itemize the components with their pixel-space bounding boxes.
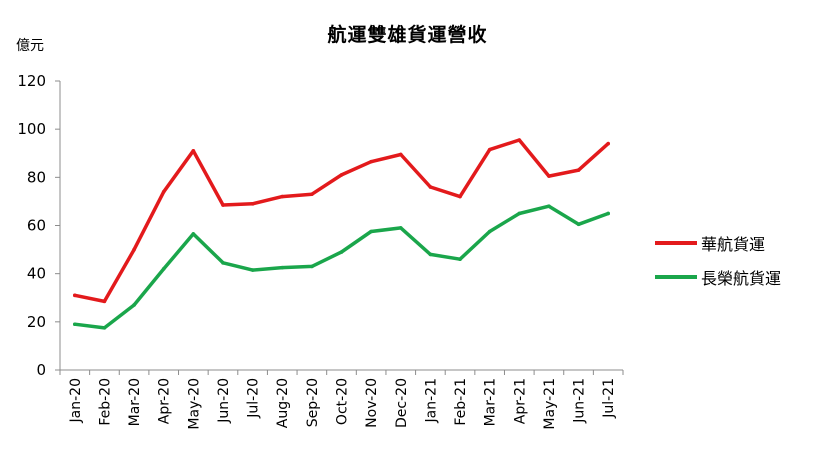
y-tick-label: 40 [27,265,46,283]
series-2-point [458,257,462,262]
series-2-point [221,261,225,265]
series-2-point [487,229,492,234]
series-2-point [250,268,255,272]
series-2-point [576,222,581,227]
series-2-point [132,303,136,307]
x-tick-label: Oct-20 [335,378,351,425]
series-1-point [458,194,462,199]
x-tick-label: Mar-20 [127,378,143,426]
x-tick-label: Jul-21 [601,378,617,419]
x-tick-label: Dec-20 [394,378,410,428]
series-1-point [310,192,314,196]
series-2-point [606,211,610,216]
series-2-point [73,322,77,327]
x-tick-label: Feb-21 [453,378,469,426]
chart-title: 航運雙雄貨運營收 [327,24,488,46]
series-2-point [369,229,373,234]
x-tick-label: May-20 [186,378,202,430]
y-tick-label: 60 [27,217,46,235]
series-2-point [339,250,344,254]
x-tick-label: Jul-20 [246,378,262,419]
y-tick-label: 80 [27,168,46,186]
series-1-point [73,293,77,298]
series-1-point [250,202,255,206]
legend-swatch [655,241,697,245]
series-1-point [576,168,581,172]
legend-label: 長榮航貨運 [701,269,782,288]
series-2-point [428,252,433,257]
series-2-point [191,232,196,236]
x-tick-label: Apr-20 [157,378,173,424]
series-1-point [102,299,107,304]
series-1-point [517,138,522,142]
series-1-point [339,173,344,177]
series-1-point [221,203,225,207]
series-1-point [398,152,403,157]
series-1-point [280,194,285,199]
series-2-point [310,264,314,269]
x-tick-label: Sep-20 [305,378,321,427]
series-1-point [191,149,196,153]
legend-item: 華航貨運 [655,226,781,260]
series-2-point [517,211,522,216]
y-tick-label: 120 [17,72,46,90]
series-2-point [280,265,285,270]
series-1-point [161,189,166,194]
x-tick-label: Jan-21 [423,378,439,423]
y-tick-label: 0 [36,361,46,379]
chart-legend: 華航貨運 長榮航貨運 [655,226,781,294]
x-tick-label: Mar-21 [483,378,499,426]
series-2-point [398,226,403,230]
legend-swatch [655,275,697,279]
x-tick-label: Jan-20 [68,378,84,423]
y-tick-label: 100 [17,120,46,138]
legend-item: 長榮航貨運 [655,260,781,294]
series-1-point [487,147,492,152]
x-tick-label: Aug-20 [275,378,291,428]
x-tick-label: Apr-21 [512,378,528,424]
series-1-point [369,159,373,164]
x-tick-label: Nov-20 [364,378,380,428]
y-axis-unit-label: 億元 [16,38,44,54]
legend-label: 華航貨運 [701,235,766,254]
series-2-point [102,326,107,330]
x-tick-label: Feb-20 [97,378,113,426]
series-2-point [161,267,166,271]
series-1-point [606,141,610,146]
y-tick-label: 20 [27,313,46,331]
x-tick-label: Jun-20 [216,378,232,424]
series-1-point [547,174,551,178]
x-tick-label: Jun-21 [572,378,588,424]
x-tick-label: May-21 [542,378,558,430]
series-line-2 [73,204,610,330]
series-1-point [132,247,136,252]
series-1-point [428,185,433,189]
series-2-point [547,204,551,209]
